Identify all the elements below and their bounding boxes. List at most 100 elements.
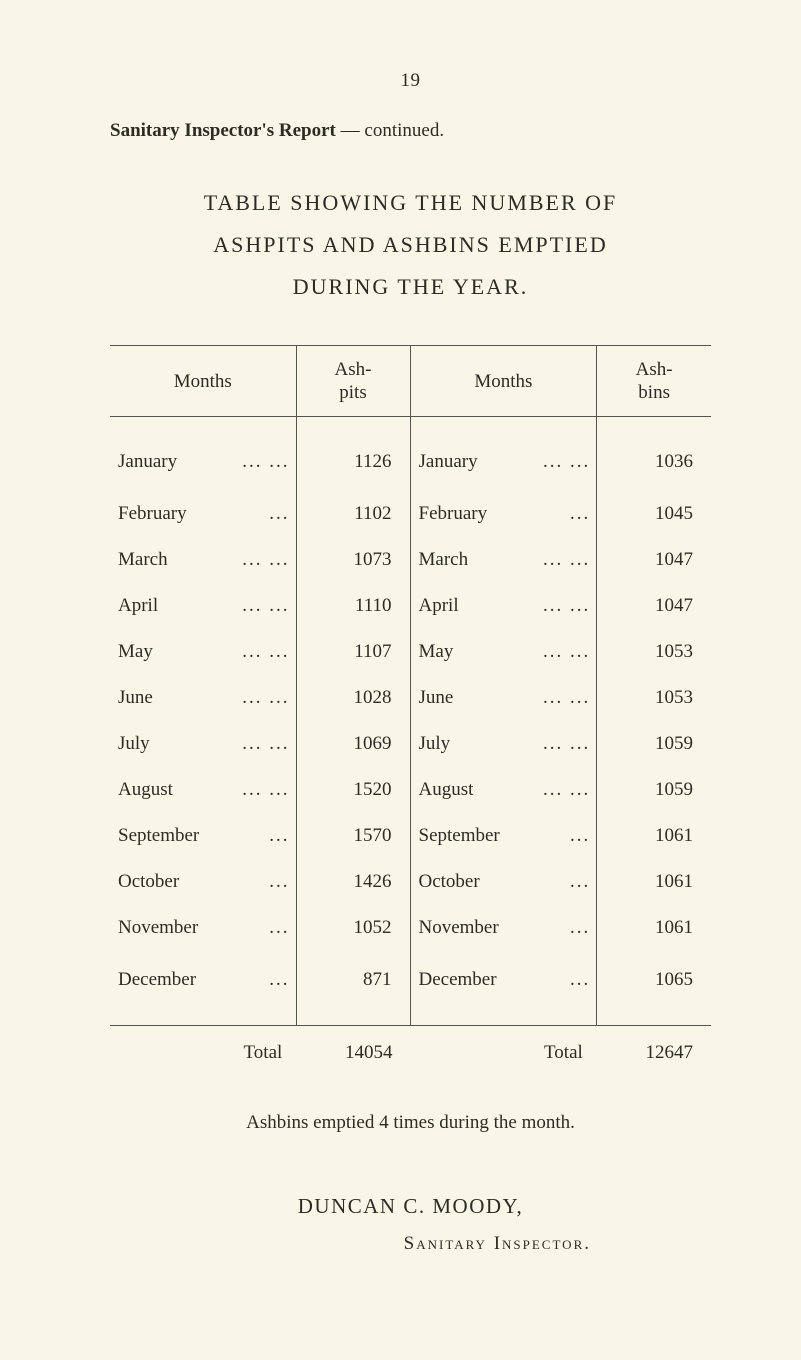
table-row: September ...1570	[110, 813, 410, 859]
leader-dots: ...	[570, 871, 590, 893]
month-cell: November ...	[110, 905, 296, 951]
month-cell: May... ...	[411, 629, 597, 675]
signature-role: Sanitary Inspector.	[110, 1233, 711, 1255]
month-cell: February ...	[110, 491, 296, 537]
total-ashpits-value: 14054	[296, 1042, 410, 1064]
signature-name: DUNCAN C. MOODY,	[110, 1194, 711, 1219]
table-row: April ... ... 1047	[411, 583, 712, 629]
tables-row: Months Ash- pits January... ...1126Febru…	[110, 346, 711, 1025]
ashpits-value: 871	[296, 951, 410, 1025]
ashpits-label-2: pits	[339, 382, 366, 403]
month-name: May	[118, 641, 153, 663]
month-name: November	[419, 917, 499, 939]
table-row: March... ...1073	[110, 537, 410, 583]
month-name: December	[118, 969, 196, 991]
ashbins-value: 1053	[597, 629, 711, 675]
leader-dots: ... ...	[543, 687, 590, 709]
leader-dots: ...	[570, 825, 590, 847]
table-row: June ... ... 1028	[110, 675, 410, 721]
leader-dots: ... ...	[543, 641, 590, 663]
month-name: August	[118, 779, 173, 801]
ashpits-label-1: Ash-	[335, 359, 372, 380]
ashpits-value: 1110	[296, 583, 410, 629]
col-header-ashpits: Ash- pits	[296, 346, 410, 417]
table-row: November ...1052	[110, 905, 410, 951]
month-name: April	[118, 595, 158, 617]
month-cell: January ... ...	[411, 417, 597, 492]
month-name: August	[419, 779, 474, 801]
month-name: April	[419, 595, 459, 617]
ashbins-value: 1061	[597, 813, 711, 859]
month-cell: August ... ...	[110, 767, 296, 813]
ashbins-value: 1059	[597, 767, 711, 813]
ashbins-value: 1061	[597, 859, 711, 905]
ashpits-value: 1028	[296, 675, 410, 721]
table-row: January... ...1036	[411, 417, 712, 492]
leader-dots: ... ...	[543, 451, 590, 473]
ashbins-value: 1047	[597, 537, 711, 583]
leader-dots: ...	[570, 969, 590, 991]
ashpits-value: 1069	[296, 721, 410, 767]
title-line-2: ASHPITS AND ASHBINS EMPTIED	[110, 224, 711, 266]
page: 19 Sanitary Inspector's Report — continu…	[0, 0, 801, 1315]
ashbins-value: 1059	[597, 721, 711, 767]
leader-dots: ... ...	[242, 687, 289, 709]
month-name: September	[118, 825, 199, 847]
leader-dots: ... ...	[543, 779, 590, 801]
ashpits-value: 1052	[296, 905, 410, 951]
month-cell: June ... ...	[110, 675, 296, 721]
totals-row: Total 14054 Total 12647	[110, 1042, 711, 1064]
table-row: June... ...1053	[411, 675, 712, 721]
totals-ashpits: Total 14054	[110, 1042, 411, 1064]
col-header-months: Months	[411, 346, 597, 417]
ashpits-table: Months Ash- pits January... ...1126Febru…	[110, 346, 411, 1025]
ashbins-value: 1061	[597, 905, 711, 951]
leader-dots: ... ...	[242, 549, 289, 571]
month-cell: August ... ...	[411, 767, 597, 813]
month-cell: December ...	[110, 951, 296, 1025]
ashpits-value: 1073	[296, 537, 410, 583]
ashbins-value: 1065	[597, 951, 711, 1025]
leader-dots: ...	[269, 969, 289, 991]
table-row: October ...1061	[411, 859, 712, 905]
month-cell: October ...	[411, 859, 597, 905]
table-row: November ...1061	[411, 905, 712, 951]
ashpits-value: 1102	[296, 491, 410, 537]
ashbins-value: 1047	[597, 583, 711, 629]
month-name: February	[419, 503, 488, 525]
table-header-row: Months Ash- bins	[411, 346, 712, 417]
ashbins-label-1: Ash-	[636, 359, 673, 380]
table-row: August ... ... 1059	[411, 767, 712, 813]
leader-dots: ... ...	[242, 451, 289, 473]
table-row: April... ...1110	[110, 583, 410, 629]
month-cell: July... ...	[411, 721, 597, 767]
month-cell: November ...	[411, 905, 597, 951]
leader-dots: ... ...	[242, 779, 289, 801]
month-cell: July... ...	[110, 721, 296, 767]
month-cell: June... ...	[411, 675, 597, 721]
month-cell: March... ...	[110, 537, 296, 583]
footnote: Ashbins emptied 4 times during the month…	[110, 1112, 711, 1134]
month-cell: March... ...	[411, 537, 597, 583]
table-title: TABLE SHOWING THE NUMBER OF ASHPITS AND …	[110, 182, 711, 307]
month-cell: October ...	[110, 859, 296, 905]
title-line-1: TABLE SHOWING THE NUMBER OF	[110, 182, 711, 224]
month-cell: April... ...	[110, 583, 296, 629]
month-name: June	[118, 687, 153, 709]
leader-dots: ...	[570, 503, 590, 525]
table-row: July... ...1069	[110, 721, 410, 767]
ashbins-value: 1045	[597, 491, 711, 537]
leader-dots: ... ...	[543, 595, 590, 617]
table-row: January... ...1126	[110, 417, 410, 492]
page-number: 19	[110, 70, 711, 92]
report-heading: Sanitary Inspector's Report — continued.	[110, 120, 711, 142]
leader-dots: ... ...	[543, 733, 590, 755]
col-header-ashbins: Ash- bins	[597, 346, 711, 417]
table-row: September ...1061	[411, 813, 712, 859]
ashbins-label-2: bins	[638, 382, 670, 403]
ashpits-value: 1520	[296, 767, 410, 813]
table-header-row: Months Ash- pits	[110, 346, 410, 417]
month-name: January	[419, 451, 478, 473]
total-ashbins-value: 12647	[597, 1042, 711, 1064]
leader-dots: ... ...	[543, 549, 590, 571]
